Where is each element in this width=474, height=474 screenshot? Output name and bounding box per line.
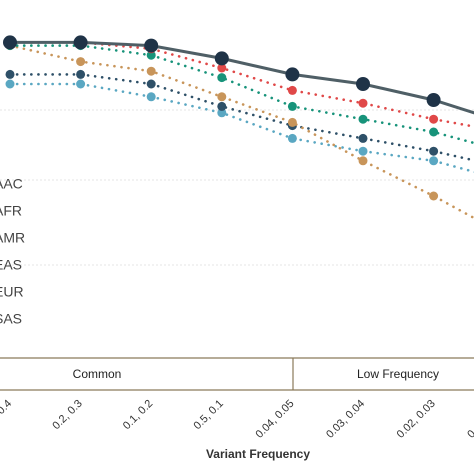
point — [287, 117, 297, 127]
series-line — [8, 40, 474, 115]
point — [287, 133, 297, 143]
point — [358, 133, 368, 143]
x-tick-label: 0.04, 0.05 — [253, 398, 296, 441]
point — [358, 146, 368, 156]
x-tick-label: 0.2, 0.3 — [50, 398, 84, 432]
point — [429, 127, 439, 137]
legend-label: SAS — [0, 311, 22, 327]
point — [429, 156, 439, 166]
point — [429, 191, 439, 201]
series-line — [8, 82, 474, 174]
legend-label: AFR — [0, 203, 22, 219]
point — [5, 69, 15, 79]
point — [217, 92, 227, 102]
facet-label: Low Frequency — [357, 367, 439, 381]
grid — [0, 109, 474, 266]
point — [146, 92, 156, 102]
point — [429, 114, 439, 124]
point — [76, 69, 86, 79]
point — [285, 67, 300, 82]
legend-label: EAS — [0, 257, 22, 273]
x-tick-label: 0.1, 0.2 — [121, 398, 155, 432]
point — [358, 98, 368, 108]
point — [358, 114, 368, 124]
point — [76, 79, 86, 89]
x-tick-label: 0.01, 0.02 — [465, 398, 474, 441]
facet-label: Common — [73, 367, 122, 381]
point — [76, 57, 86, 67]
point — [429, 146, 439, 156]
point — [5, 79, 15, 89]
legend-label: EUR — [0, 284, 24, 300]
series-line — [8, 44, 474, 220]
point — [146, 66, 156, 76]
point — [146, 79, 156, 89]
x-tick-label: 0.03, 0.04 — [324, 398, 367, 441]
point — [287, 85, 297, 95]
point — [217, 108, 227, 118]
point — [426, 93, 441, 107]
point — [144, 38, 159, 53]
x-axis-title: Variant Frequency — [206, 447, 310, 461]
x-tick-label: 0.5, 0.1 — [192, 398, 226, 432]
legend-label: AMR — [0, 230, 25, 246]
point — [217, 63, 227, 73]
point — [217, 101, 227, 111]
legend-label: AAC — [0, 176, 23, 192]
point — [287, 101, 297, 111]
point — [214, 51, 229, 66]
point — [217, 73, 227, 83]
point — [356, 77, 370, 91]
x-tick-label: 0.02, 0.03 — [395, 398, 438, 441]
point — [3, 35, 17, 50]
point — [358, 156, 368, 166]
point — [146, 50, 156, 60]
point — [73, 35, 88, 50]
x-tick-label: 0.3, 0.4 — [0, 398, 14, 432]
